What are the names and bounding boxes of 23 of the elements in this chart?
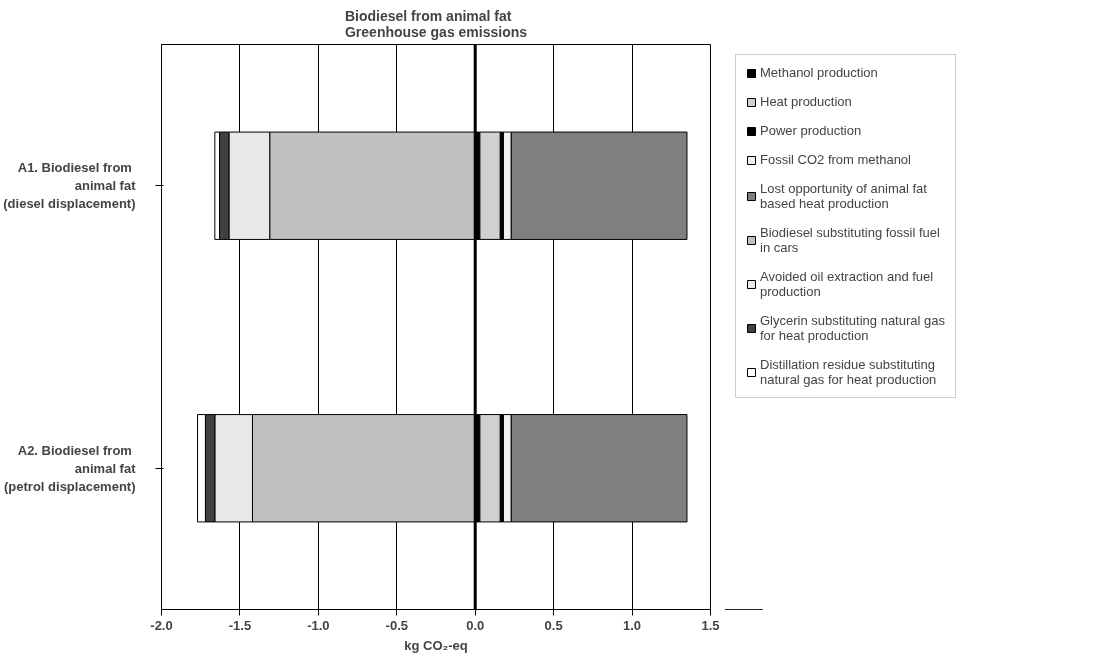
bar xyxy=(479,131,501,240)
legend-label: Glycerin substituting natural gas for heat production xyxy=(760,313,945,343)
legend-label: Distillation residue substituting natural gas for heat production xyxy=(760,357,937,387)
x-tick-label: -2.0 xyxy=(150,617,173,633)
legend-label: Fossil CO2 from methanol xyxy=(760,152,911,167)
x-tick-label: 1.5 xyxy=(701,617,720,633)
legend-label: Biodiesel substituting fossil fuel in cars xyxy=(760,225,940,255)
x-tick-label: 0.5 xyxy=(544,617,563,633)
legend-label: Heat production xyxy=(760,94,852,109)
y-tick-label: A2. Biodiesel from animal fat (petrol displacement) xyxy=(4,442,137,494)
x-tick-label: -1.0 xyxy=(307,617,330,633)
legend-label: Methanol production xyxy=(760,65,878,80)
chart-title: Biodiesel from animal fat Greenhouse gas emissions xyxy=(344,7,528,40)
x-tick-label: -0.5 xyxy=(385,617,408,633)
x-tick-label: 0.0 xyxy=(466,617,485,633)
x-tick-label: 1.0 xyxy=(623,617,642,633)
legend-label: Lost opportunity of animal fat based heat production xyxy=(760,181,927,211)
y-tick-label: A1. Biodiesel from animal fat (diesel displacement) xyxy=(3,160,137,212)
x-axis-title: kg CO₂-eq xyxy=(404,637,468,653)
legend-label: Power production xyxy=(760,123,862,138)
x-tick-label: -1.5 xyxy=(228,617,252,633)
legend-label: Avoided oil extraction and fuel production xyxy=(760,269,934,299)
bar xyxy=(479,414,501,523)
